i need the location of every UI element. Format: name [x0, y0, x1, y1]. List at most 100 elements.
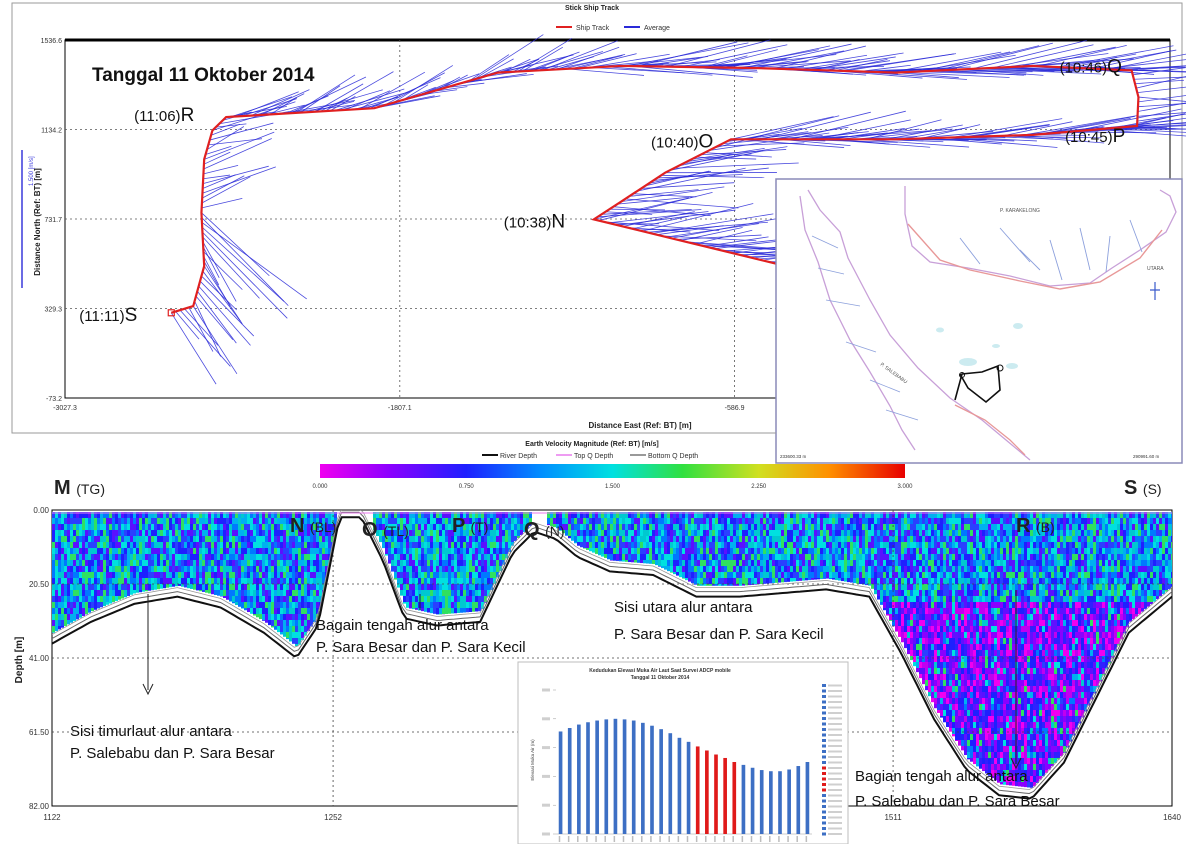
velocity-cell: [877, 560, 880, 566]
velocity-cell: [595, 542, 598, 548]
velocity-cell: [217, 584, 220, 590]
velocity-cell: [904, 530, 907, 536]
velocity-cell: [934, 632, 937, 638]
velocity-cell: [85, 578, 88, 584]
velocity-cell: [967, 626, 970, 632]
velocity-cell: [181, 530, 184, 536]
velocity-cell: [469, 596, 472, 602]
velocity-cell: [820, 548, 823, 554]
velocity-cell: [778, 530, 781, 536]
velocity-cell: [670, 548, 673, 554]
velocity-cell: [964, 530, 967, 536]
velocity-legend: River Depth Top Q Depth Bottom Q Depth: [482, 453, 698, 460]
velocity-cell: [943, 572, 946, 578]
velocity-cell: [970, 584, 973, 590]
velocity-cell: [961, 548, 964, 554]
velocity-cell: [214, 560, 217, 566]
velocity-cell: [754, 566, 757, 572]
velocity-cell: [706, 524, 709, 530]
velocity-cell: [250, 554, 253, 560]
velocity-cell: [412, 530, 415, 536]
velocity-cell: [322, 542, 325, 548]
velocity-cell: [907, 602, 910, 608]
velocity-cell: [961, 560, 964, 566]
velocity-cell: [226, 518, 229, 524]
velocity-cell: [460, 542, 463, 548]
velocity-cell: [256, 548, 259, 554]
velocity-cell: [472, 536, 475, 542]
velocity-cell: [277, 530, 280, 536]
velocity-cell: [889, 518, 892, 524]
velocity-cell: [985, 584, 988, 590]
velocity-cell: [979, 698, 982, 704]
velocity-cell: [979, 728, 982, 734]
velocity-cell: [979, 602, 982, 608]
velocity-cell: [583, 548, 586, 549]
velocity-cell: [175, 518, 178, 524]
velocity-cell: [772, 560, 775, 566]
velocity-cell: [937, 620, 940, 626]
velocity-cell: [211, 554, 214, 560]
velocity-cell: [697, 572, 700, 578]
velocity-cell: [784, 554, 787, 560]
velocity-cell: [940, 668, 943, 674]
velocity-cell: [220, 542, 223, 548]
velocity-cell: [973, 638, 976, 644]
velocity-cell: [940, 548, 943, 554]
velocity-cell: [115, 518, 118, 524]
velocity-cell: [250, 548, 253, 554]
velocity-cell: [478, 590, 481, 596]
velocity-cell: [844, 560, 847, 566]
velocity-cell: [955, 536, 958, 542]
velocity-cell: [970, 704, 973, 710]
velocity-cell: [955, 656, 958, 662]
velocity-cell: [283, 602, 286, 608]
velocity-cell: [460, 602, 463, 608]
velocity-cell: [904, 578, 907, 584]
velocity-cell: [973, 542, 976, 548]
velocity-cell: [214, 584, 217, 590]
velocity-cell: [901, 584, 904, 590]
velocity-cell: [235, 566, 238, 572]
velocity-cell: [964, 728, 967, 734]
velocity-cell: [628, 524, 631, 530]
velocity-cell: [826, 524, 829, 530]
velocity-cell: [262, 518, 265, 524]
velocity-cell: [601, 530, 604, 536]
velocity-cell: [148, 518, 151, 524]
velocity-cell: [229, 530, 232, 536]
velocity-cell: [631, 524, 634, 530]
velocity-cell: [457, 578, 460, 584]
velocity-cell: [922, 542, 925, 548]
velocity-cell: [859, 560, 862, 566]
velocity-cell: [139, 584, 142, 590]
velocity-cell: [178, 566, 181, 572]
velocity-cell: [787, 524, 790, 530]
velocity-cell: [133, 554, 136, 560]
velocity-cell: [442, 548, 445, 554]
velocity-cell: [958, 542, 961, 548]
velocity-cell: [955, 548, 958, 554]
velocity-cell: [190, 566, 193, 572]
velocity-cell: [61, 560, 64, 566]
velocity-cell: [142, 572, 145, 578]
velocity-cell: [775, 524, 778, 530]
velocity-cell: [52, 542, 55, 548]
velocity-cell: [442, 566, 445, 572]
velocity-cell: [886, 530, 889, 536]
velocity-cell: [754, 554, 757, 560]
velocity-cell: [193, 572, 196, 578]
velocity-cell: [487, 548, 490, 554]
velocity-cell: [901, 560, 904, 566]
velocity-cell: [457, 602, 460, 608]
velocity-cell: [265, 584, 268, 590]
y-tick-label: 1134.2: [41, 127, 62, 134]
velocity-cell: [502, 518, 505, 524]
velocity-cell: [262, 608, 265, 614]
velocity-cell: [802, 560, 805, 566]
velocity-cell: [751, 542, 754, 548]
velocity-cell: [316, 572, 319, 578]
velocity-cell: [787, 554, 790, 560]
velocity-cell: [568, 530, 571, 536]
velocity-cell: [214, 518, 217, 524]
